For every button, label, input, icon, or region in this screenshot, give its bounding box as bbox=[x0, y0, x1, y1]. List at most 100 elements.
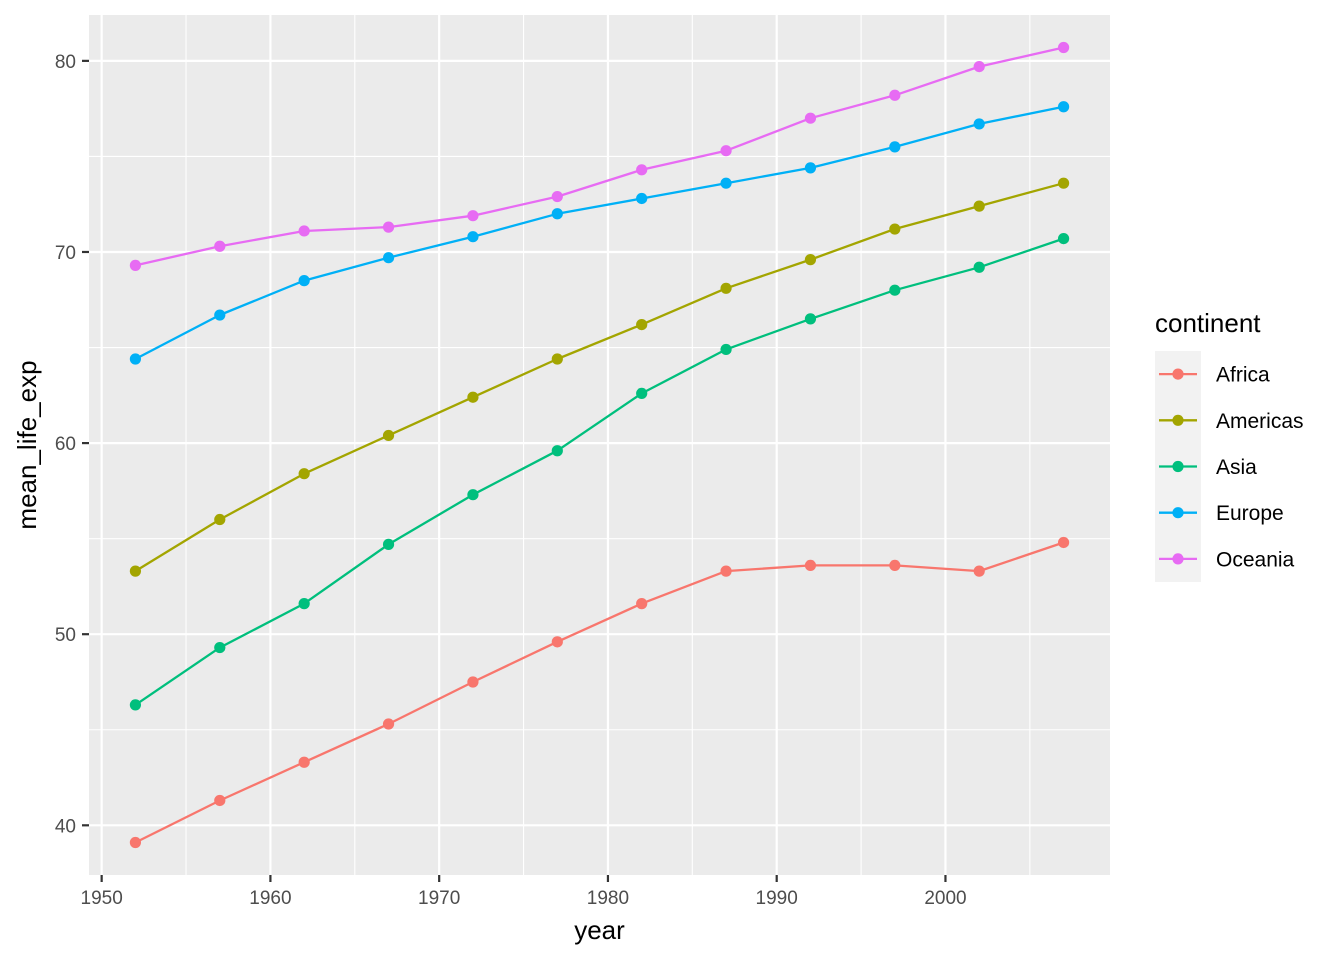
data-point-oceania bbox=[636, 164, 648, 176]
series-americas bbox=[129, 177, 1070, 577]
data-point-europe bbox=[636, 192, 648, 205]
y-axis-title: mean_life_exp bbox=[12, 360, 42, 529]
data-point-americas bbox=[467, 391, 479, 403]
data-point-oceania bbox=[382, 221, 395, 233]
legend-items: Africa Americas Asia Europe Oceania bbox=[1159, 364, 1304, 571]
data-point-americas bbox=[889, 223, 901, 235]
data-point-asia bbox=[720, 343, 732, 356]
data-point-oceania bbox=[973, 61, 985, 73]
data-point-oceania bbox=[1057, 41, 1070, 54]
data-point-africa bbox=[382, 718, 395, 730]
data-point-americas bbox=[720, 282, 732, 294]
data-point-americas bbox=[636, 319, 648, 331]
data-point-americas bbox=[214, 513, 226, 526]
data-point-africa bbox=[1057, 536, 1070, 549]
data-point-europe bbox=[720, 177, 732, 189]
legend-key-point bbox=[1172, 507, 1184, 519]
x-tick-label: 2000 bbox=[924, 888, 966, 909]
data-point-americas bbox=[973, 200, 985, 212]
y-tick-label: 80 bbox=[55, 52, 76, 73]
x-tick-label: 1980 bbox=[587, 888, 629, 909]
data-point-asia bbox=[551, 445, 563, 457]
series-oceania bbox=[129, 41, 1070, 271]
legend-label: Europe bbox=[1216, 502, 1284, 525]
data-point-europe bbox=[804, 162, 817, 174]
data-point-africa bbox=[298, 756, 310, 768]
x-tick-label: 1990 bbox=[756, 888, 798, 909]
data-point-oceania bbox=[298, 225, 310, 237]
x-axis: 1950 1960 1970 1980 1990 2000 bbox=[81, 875, 967, 909]
data-point-asia bbox=[804, 313, 817, 325]
legend-item-americas: Americas bbox=[1159, 410, 1304, 433]
legend-title: continent bbox=[1155, 308, 1261, 338]
series-line-europe bbox=[134, 105, 1064, 361]
data-point-americas bbox=[804, 254, 817, 266]
legend-key-point bbox=[1172, 553, 1184, 565]
series-asia bbox=[129, 233, 1070, 711]
data-point-oceania bbox=[129, 259, 142, 271]
legend-item-europe: Europe bbox=[1159, 502, 1284, 525]
series-line-asia bbox=[134, 237, 1064, 706]
legend-item-oceania: Oceania bbox=[1159, 548, 1295, 571]
x-tick-label: 1950 bbox=[81, 888, 123, 909]
legend-label: Asia bbox=[1216, 456, 1257, 479]
data-point-americas bbox=[298, 468, 310, 480]
x-tick-label: 1960 bbox=[249, 888, 291, 909]
data-point-africa bbox=[551, 636, 563, 648]
legend-item-africa: Africa bbox=[1159, 364, 1270, 387]
data-point-asia bbox=[1057, 233, 1070, 245]
data-point-africa bbox=[889, 559, 901, 572]
data-point-europe bbox=[382, 252, 395, 264]
y-tick-label: 60 bbox=[55, 434, 76, 455]
data-point-oceania bbox=[720, 145, 732, 157]
data-point-oceania bbox=[214, 240, 226, 252]
data-point-oceania bbox=[804, 112, 817, 124]
data-point-europe bbox=[973, 118, 985, 130]
data-point-americas bbox=[1057, 177, 1070, 189]
legend: continent Africa Americas Asia Europe Oceani… bbox=[1155, 308, 1304, 582]
data-point-oceania bbox=[889, 89, 901, 101]
y-tick-label: 50 bbox=[55, 625, 76, 646]
data-point-americas bbox=[551, 353, 563, 365]
y-tick-label: 70 bbox=[55, 243, 76, 264]
data-point-asia bbox=[298, 598, 310, 610]
panel-background bbox=[89, 15, 1110, 875]
series-africa bbox=[129, 536, 1070, 849]
legend-label: Americas bbox=[1216, 410, 1304, 433]
legend-key-point bbox=[1172, 368, 1184, 380]
data-point-asia bbox=[973, 261, 985, 273]
major-gridlines bbox=[89, 15, 1110, 875]
data-point-americas bbox=[382, 429, 395, 442]
data-point-asia bbox=[467, 489, 479, 501]
data-point-americas bbox=[129, 565, 142, 577]
data-point-asia bbox=[129, 699, 142, 711]
x-tick-label: 1970 bbox=[418, 888, 460, 909]
data-point-asia bbox=[214, 641, 226, 654]
legend-item-asia: Asia bbox=[1159, 456, 1257, 479]
data-point-europe bbox=[889, 141, 901, 153]
data-point-africa bbox=[129, 836, 142, 849]
data-point-asia bbox=[889, 284, 901, 296]
data-point-africa bbox=[973, 565, 985, 577]
legend-key-point bbox=[1172, 414, 1184, 426]
data-point-asia bbox=[636, 387, 648, 399]
data-point-europe bbox=[551, 208, 563, 220]
data-point-oceania bbox=[551, 190, 563, 203]
data-point-europe bbox=[298, 275, 310, 287]
series-line-africa bbox=[134, 541, 1064, 844]
y-tick-label: 40 bbox=[55, 816, 76, 837]
data-point-europe bbox=[1057, 101, 1070, 113]
data-point-africa bbox=[467, 676, 479, 688]
y-axis: 40 50 60 70 80 bbox=[55, 52, 89, 837]
legend-label: Oceania bbox=[1216, 548, 1295, 571]
series-line-oceania bbox=[135, 46, 1064, 267]
data-point-europe bbox=[129, 353, 142, 365]
data-point-oceania bbox=[467, 210, 479, 222]
series-line-americas bbox=[134, 182, 1064, 573]
data-point-africa bbox=[720, 565, 732, 577]
legend-label: Africa bbox=[1216, 364, 1270, 387]
legend-key-point bbox=[1172, 460, 1184, 473]
series-layer bbox=[129, 41, 1070, 849]
data-point-africa bbox=[214, 794, 226, 807]
